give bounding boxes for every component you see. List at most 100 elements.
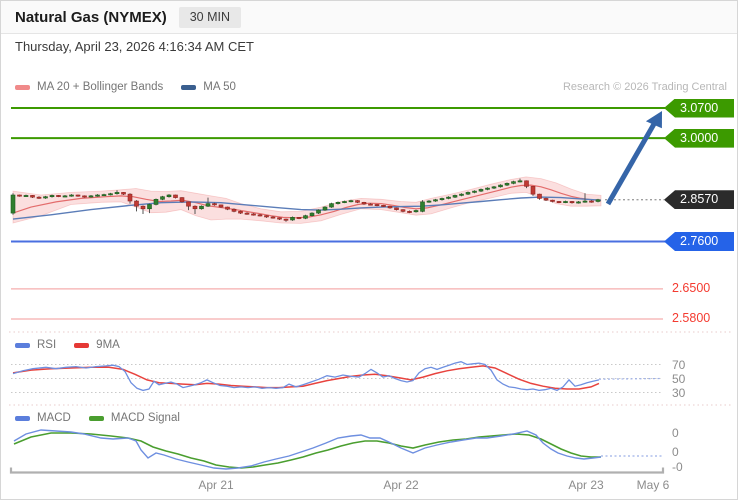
candle-body — [394, 207, 399, 210]
candle-body — [446, 196, 451, 199]
legend-item: 9MA — [74, 339, 120, 351]
candle-body — [576, 201, 581, 204]
candle-body — [147, 204, 152, 210]
candle-body — [387, 205, 393, 209]
candle-body — [569, 201, 575, 204]
candle-body — [361, 202, 367, 205]
legend-item: RSI — [15, 339, 56, 351]
candle-body — [238, 211, 243, 214]
candle-body — [69, 194, 74, 197]
candle-body — [277, 217, 282, 220]
candle-body — [121, 192, 126, 195]
candle-body — [355, 200, 360, 203]
candle-body — [49, 195, 55, 198]
candles — [10, 178, 601, 222]
candle-body — [101, 194, 107, 197]
candle-body — [212, 203, 217, 206]
candle-body — [322, 206, 328, 211]
candle-body — [563, 201, 568, 203]
candle-body — [381, 205, 386, 207]
candle-body — [491, 186, 497, 189]
legend-item: MACD — [15, 412, 71, 424]
forecast-arrow — [605, 111, 662, 206]
panel-separators — [9, 331, 731, 406]
interval-badge: 30 MIN — [178, 6, 241, 28]
candle-body — [348, 200, 354, 203]
candle-body — [153, 199, 159, 205]
candle-body — [452, 195, 458, 198]
legend-swatch-icon — [15, 415, 30, 421]
candle-body — [270, 216, 276, 219]
candle-body — [62, 195, 68, 198]
candle-body — [231, 208, 237, 212]
candle-body — [179, 197, 185, 203]
candle-body — [225, 206, 230, 210]
legend-item: MACD Signal — [88, 412, 180, 424]
legend-swatch-icon — [74, 342, 90, 348]
rsi-legend: RSI 9MA — [15, 339, 120, 351]
candle-body — [114, 192, 120, 195]
rsi-panel — [11, 361, 663, 393]
candle-body — [192, 205, 198, 210]
candle-body — [160, 196, 165, 200]
legend-label: MACD — [37, 412, 71, 424]
candle-body — [439, 198, 445, 201]
legend-swatch-icon — [15, 342, 30, 348]
candle-body — [166, 194, 172, 198]
candle-body — [30, 195, 35, 198]
candle-body — [290, 217, 295, 221]
candle-body — [205, 203, 211, 207]
research-credit: Research © 2026 Trading Central — [562, 81, 727, 93]
candle-body — [543, 198, 549, 201]
candle-body — [36, 196, 42, 199]
candle-body — [420, 201, 425, 212]
candle-body — [82, 195, 87, 198]
macd-legend: MACD MACD Signal — [15, 412, 180, 424]
candle-body — [335, 202, 341, 204]
candle-body — [413, 210, 419, 213]
candle-body — [108, 193, 113, 196]
candle-body — [537, 193, 542, 199]
candle-body — [368, 203, 373, 206]
candle-body — [56, 195, 61, 197]
candle-body — [511, 181, 516, 184]
candle-body — [23, 195, 29, 197]
candle-body — [75, 194, 81, 197]
legend-swatch-icon — [88, 415, 104, 421]
candle-body — [303, 215, 308, 219]
candle-body — [550, 199, 555, 202]
candle-body — [589, 200, 594, 203]
candle-body — [465, 192, 471, 195]
candle-body — [595, 199, 601, 202]
legend-label: RSI — [37, 339, 57, 351]
macd-panel — [13, 429, 662, 470]
legend-label: 9MA — [96, 339, 120, 351]
header: Natural Gas (NYMEX) 30 MIN — [1, 1, 737, 34]
candle-body — [218, 204, 224, 208]
candle-body — [316, 209, 321, 214]
candle-body — [556, 201, 562, 203]
bollinger-band — [12, 176, 602, 224]
legend-swatch-icon — [181, 84, 197, 90]
candle-body — [244, 212, 250, 215]
candle-body — [342, 201, 347, 203]
candle-body — [43, 196, 48, 199]
candle-body — [173, 194, 178, 198]
candle-body — [134, 200, 139, 207]
candle-body — [88, 195, 94, 198]
candle-body — [309, 212, 315, 216]
candle-body — [95, 194, 100, 197]
instrument-title: Natural Gas (NYMEX) — [15, 8, 167, 26]
legend-label: MACD Signal — [110, 412, 180, 424]
x-axis — [9, 467, 665, 474]
legend-item: MA 20 + Bollinger Bands — [15, 81, 163, 93]
candle-body — [296, 217, 302, 219]
price-legend: MA 20 + Bollinger Bands MA 50 — [15, 81, 236, 93]
candle-body — [433, 199, 438, 202]
candle-body — [186, 201, 191, 207]
candle-body — [257, 214, 263, 217]
candle-body — [504, 183, 510, 186]
candle-body — [426, 200, 432, 203]
